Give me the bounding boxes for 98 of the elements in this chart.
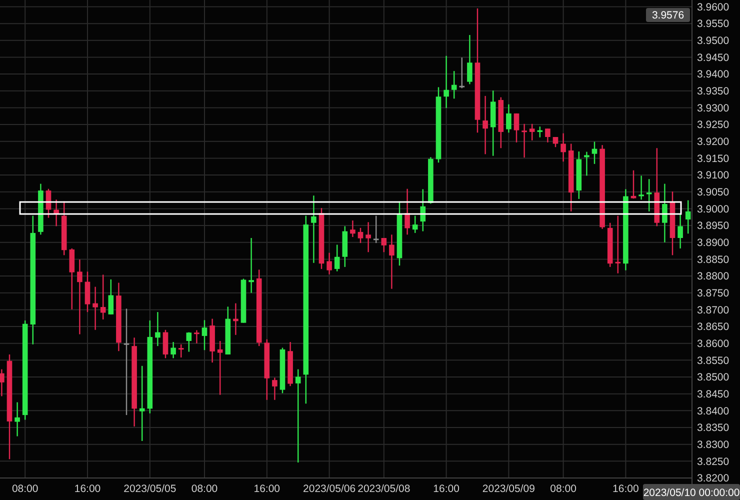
x-tick-label: 08:00 [191, 483, 218, 495]
candlestick [459, 56, 465, 89]
text: 2023/05/10 00:00:00 [643, 487, 740, 499]
y-tick-label: 3.9100 [697, 170, 730, 182]
candlestick [155, 311, 160, 347]
y-tick-label: 3.8750 [697, 288, 730, 300]
candlestick [311, 194, 316, 264]
candlestick [248, 237, 254, 294]
candlestick [373, 215, 379, 244]
x-tick-label: 08:00 [12, 483, 38, 495]
candlestick [529, 123, 535, 141]
x-tick-label: 2023/05/06 [303, 483, 356, 495]
candlestick [69, 248, 75, 310]
y-tick-label: 3.8350 [697, 422, 730, 434]
candlestick [638, 175, 644, 200]
y-tick-label: 3.9050 [697, 186, 730, 199]
candlestick [630, 170, 636, 200]
y-tick-label: 3.9550 [697, 18, 730, 30]
candlestick [194, 330, 200, 344]
candlestick [404, 188, 410, 236]
x-tick-label: 2023/05/08 [358, 483, 410, 495]
candlestick [522, 123, 527, 158]
x-tick-label: 16:00 [254, 483, 280, 495]
y-tick-label: 3.9600 [697, 1, 730, 14]
x-tick-label: 08:00 [550, 483, 577, 495]
x-tick-label: 2023/05/09 [482, 483, 536, 495]
candlestick [186, 332, 192, 352]
y-tick-label: 3.8600 [697, 338, 730, 350]
y-tick-label: 3.9350 [697, 86, 730, 98]
candlestick [100, 274, 106, 320]
candlestick [381, 237, 387, 253]
candlestick [77, 258, 82, 335]
y-tick-label: 3.9250 [697, 119, 730, 132]
candlestick [124, 308, 130, 416]
candlestick [108, 278, 114, 316]
candlestick [514, 112, 520, 143]
candlestick [646, 178, 652, 212]
candlestick [506, 104, 512, 134]
candlestick [467, 34, 472, 85]
candlestick [272, 377, 278, 401]
y-tick-label: 3.8650 [697, 321, 730, 334]
candlestick [326, 252, 332, 275]
candlestick [389, 234, 394, 290]
x-tick-label: 2023/05/05 [124, 483, 176, 495]
candlestick [412, 215, 418, 234]
candlestick [552, 136, 558, 148]
candlestick [178, 344, 184, 358]
candlestick [84, 271, 90, 313]
candlestick [0, 368, 4, 397]
y-tick-label: 3.9200 [697, 136, 730, 148]
y-tick-label: 3.8250 [697, 456, 730, 468]
candlestick [444, 55, 449, 109]
candlestick [202, 320, 208, 351]
candlestick [350, 220, 356, 238]
y-tick-label: 3.8400 [697, 405, 730, 418]
candlestick [685, 200, 691, 234]
candlestick [420, 188, 426, 232]
y-tick-label: 3.9450 [697, 52, 730, 64]
candlestick [295, 368, 301, 464]
y-tick-label: 3.8800 [697, 270, 730, 283]
y-tick-label: 3.9150 [697, 152, 730, 165]
candlestick [366, 222, 371, 253]
y-tick-label: 3.9000 [697, 203, 730, 216]
x-tick-label: 16:00 [74, 483, 101, 495]
y-tick-label: 3.9300 [697, 102, 730, 114]
candlestick [662, 183, 668, 243]
candlestick [54, 199, 59, 227]
y-tick-label: 3.8550 [697, 354, 730, 367]
y-tick-label: 3.9500 [697, 35, 730, 48]
y-tick-label: 3.8450 [697, 388, 730, 401]
candlestick [560, 132, 566, 162]
y-tick-label: 3.8500 [697, 372, 730, 384]
candlestick [334, 244, 340, 272]
y-tick-label: 3.8200 [697, 472, 730, 485]
candlestick [678, 213, 683, 250]
candlestick [451, 70, 457, 100]
y-tick-label: 3.8950 [697, 220, 730, 232]
candlestick [358, 227, 364, 244]
candlestick [545, 128, 550, 143]
candlestick [592, 141, 598, 165]
y-tick-label: 3.8850 [697, 254, 730, 266]
candlestick [14, 402, 20, 437]
candlestick [139, 365, 145, 442]
candlestick [537, 126, 543, 138]
y-tick-label: 3.8700 [697, 304, 730, 316]
candlestick [170, 341, 176, 359]
candlestick [162, 329, 168, 359]
y-tick-label: 3.8900 [697, 237, 730, 250]
y-tick-label: 3.9400 [697, 68, 730, 81]
candlestick [615, 215, 621, 274]
annotation: 3.9576 [652, 10, 684, 22]
candlestick [584, 151, 590, 176]
candlestick [217, 340, 223, 396]
x-tick-label: 16:00 [433, 483, 460, 495]
x-tick-label: 16:00 [612, 483, 639, 495]
y-tick-label: 3.8300 [697, 439, 730, 452]
candlestick [482, 95, 488, 155]
candlestick [92, 286, 98, 330]
